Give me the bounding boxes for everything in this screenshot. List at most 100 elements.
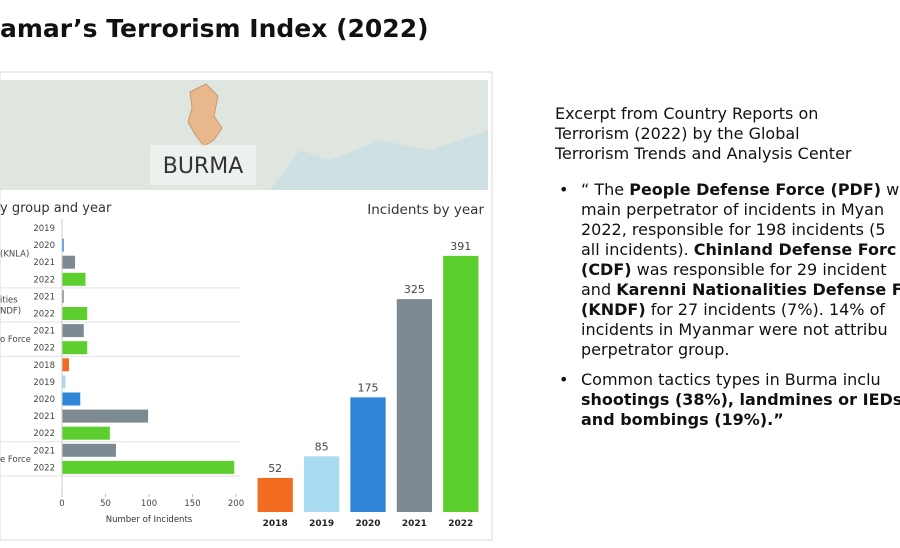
bullet-line: Common tactics types in Burma inclu (581, 370, 900, 390)
y-tick-label: 2021 (33, 292, 55, 302)
bar (350, 397, 386, 512)
bar (62, 409, 149, 423)
bullet-line: main perpetrator of incidents in Myan (581, 200, 900, 220)
y-tick-label: 2019 (33, 224, 55, 234)
bold-text: (KNDF) (581, 300, 646, 319)
chart-title: Incidents by year (367, 202, 484, 218)
y-tick-label: 2022 (33, 429, 55, 439)
text: all incidents). (581, 240, 694, 259)
bar (62, 289, 64, 303)
x-tick-label: 2021 (402, 519, 427, 529)
bullet-line: and bombings (19%).” (581, 410, 900, 430)
y-tick-label: 2019 (33, 378, 55, 388)
bar (396, 299, 433, 512)
y-tick-label: 2018 (33, 361, 55, 371)
text: main perpetrator of incidents in Myan (581, 200, 885, 219)
bold-text: Karenni Nationalities Defense F (616, 280, 900, 299)
x-tick-label: 100 (141, 499, 157, 509)
bar (257, 477, 293, 512)
bar (62, 255, 76, 269)
y-tick-label: 2021 (33, 446, 55, 456)
bullet-line: incidents in Myanmar were not attribu (581, 320, 900, 340)
bullet-item: “ The People Defense Force (PDF) wamain … (555, 180, 900, 360)
bar (303, 456, 340, 512)
bar (62, 272, 86, 286)
value-label: 52 (268, 462, 282, 475)
bold-text: (CDF) (581, 260, 632, 279)
x-tick-label: 150 (184, 499, 200, 509)
map-land (0, 80, 488, 190)
bar (62, 341, 88, 355)
y-tick-label: 2022 (33, 275, 55, 285)
text: 2022, responsible for 198 incidents (5 (581, 220, 886, 239)
bullet-line: “ The People Defense Force (PDF) wa (581, 180, 900, 200)
group-label: NDF) (0, 306, 21, 316)
text: for 27 incidents (7%). 14% of (645, 300, 886, 319)
group-label: ities (0, 295, 18, 305)
bar (62, 358, 69, 372)
bar (62, 426, 110, 440)
x-tick-label: 0 (59, 499, 64, 509)
y-tick-label: 2020 (33, 395, 55, 405)
group-label: e Force (0, 455, 31, 465)
x-tick-label: 2022 (448, 519, 473, 529)
bar (62, 307, 88, 320)
y-tick-label: 2022 (33, 463, 55, 473)
value-label: 175 (358, 381, 379, 394)
x-tick-label: 2020 (355, 519, 380, 529)
chart-title: y group and year (0, 201, 112, 216)
text: and (581, 280, 617, 299)
heading-line: Terrorism Trends and Analysis Center (555, 144, 852, 163)
y-tick-label: 2022 (33, 344, 55, 354)
y-tick-label: 2021 (33, 412, 55, 422)
text: Common tactics types in Burma inclu (581, 370, 881, 389)
map: BURMA (0, 80, 488, 190)
bullet-line: shootings (38%), landmines or IEDs( (581, 390, 900, 410)
x-tick-label: 2018 (263, 519, 288, 529)
bar (62, 460, 235, 474)
value-label: 391 (450, 240, 471, 253)
bullet-line: (CDF) was responsible for 29 incident (581, 260, 900, 280)
y-tick-label: 2022 (33, 310, 55, 320)
map-label: BURMA (163, 154, 244, 179)
bold-text: People Defense Force (PDF) (629, 180, 882, 199)
x-tick-label: 50 (100, 499, 111, 509)
bold-text: and bombings (19%).” (581, 410, 784, 429)
text: “ The (581, 180, 630, 199)
heading-line: Terrorism (2022) by the Global (555, 124, 800, 143)
bullet-line: all incidents). Chinland Defense Forc (581, 240, 900, 260)
value-label: 325 (404, 283, 425, 296)
bullet-line: 2022, responsible for 198 incidents (5 (581, 220, 900, 240)
group-label: (KNLA) (0, 250, 29, 260)
y-tick-label: 2021 (33, 327, 55, 337)
y-tick-label: 2021 (33, 258, 55, 268)
map-country (187, 83, 223, 147)
slide-title: amar’s Terrorism Index (2022) (0, 14, 429, 43)
text: was responsible for 29 incident (631, 260, 887, 279)
bullet-line: (KNDF) for 27 incidents (7%). 14% of (581, 300, 900, 320)
bullet-line: perpetrator group. (581, 340, 900, 360)
bar (62, 238, 64, 252)
bullet-line: and Karenni Nationalities Defense F (581, 280, 900, 300)
x-axis-label: Number of Incidents (106, 515, 193, 525)
bold-text: Chinland Defense Forc (693, 240, 897, 259)
text: perpetrator group. (581, 340, 730, 359)
value-label: 85 (315, 440, 329, 453)
bar (62, 375, 66, 389)
x-tick-label: 200 (228, 499, 244, 509)
x-tick-label: 2019 (309, 519, 334, 529)
bullet-item: Common tactics types in Burma inclushoot… (555, 370, 900, 430)
bar (443, 255, 479, 512)
group-label: o Force (0, 335, 31, 345)
bar (62, 392, 81, 406)
text: incidents in Myanmar were not attribu (581, 320, 888, 339)
y-tick-label: 2020 (33, 241, 55, 251)
text-panel: Excerpt from Country Reports on Terrorism… (555, 104, 900, 440)
bar (62, 324, 84, 338)
text: wa (886, 180, 900, 199)
panel-heading: Excerpt from Country Reports on Terrorism… (555, 104, 900, 164)
bar (62, 443, 116, 457)
map-label-box (150, 145, 256, 185)
